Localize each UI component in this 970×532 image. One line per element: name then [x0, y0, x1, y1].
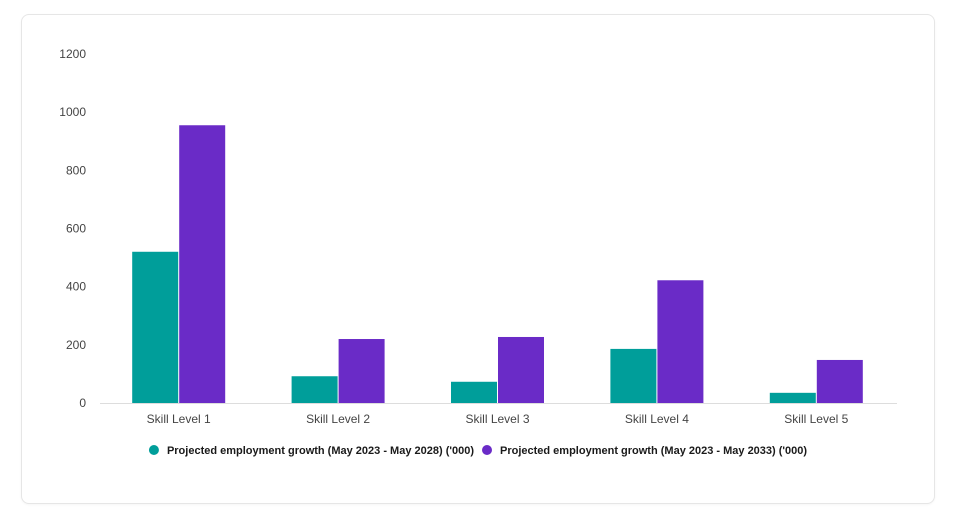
- y-tick-label: 1200: [59, 47, 86, 61]
- y-tick-label: 400: [66, 280, 86, 294]
- legend-item-series-2[interactable]: Projected employment growth (May 2023 - …: [482, 445, 807, 457]
- legend-label: Projected employment growth (May 2023 - …: [500, 445, 807, 457]
- bar-group-skill-level-5: [769, 359, 863, 403]
- y-tick-label: 1000: [59, 105, 86, 119]
- legend-marker: [482, 445, 492, 455]
- bar-series-1[interactable]: [291, 376, 338, 403]
- bar-series-2[interactable]: [498, 336, 544, 403]
- bar-series-1[interactable]: [610, 348, 657, 403]
- y-tick-label: 200: [66, 338, 86, 352]
- y-tick-label: 800: [66, 163, 86, 177]
- x-tick-label: Skill Level 3: [465, 412, 529, 426]
- x-tick-label: Skill Level 5: [784, 412, 848, 426]
- bar-series-1[interactable]: [451, 381, 497, 403]
- y-axis-tick-labels: 0 200 400 600 800 1000 1200: [59, 47, 86, 410]
- bar-group-skill-level-3: [451, 336, 544, 403]
- x-tick-label: Skill Level 2: [306, 412, 370, 426]
- x-tick-label: Skill Level 4: [625, 412, 689, 426]
- y-tick-label: 600: [66, 222, 86, 236]
- legend-marker: [148, 445, 159, 455]
- x-tick-label: Skill Level 1: [147, 412, 211, 426]
- legend-label: Projected employment growth (May 2023 - …: [167, 445, 474, 457]
- bar-series-1[interactable]: [132, 251, 179, 403]
- legend-item-series-1[interactable]: Projected employment growth (May 2023 - …: [148, 445, 474, 457]
- bar-series-2[interactable]: [179, 125, 226, 404]
- bar-group-skill-level-4: [610, 280, 704, 403]
- bar-series-2[interactable]: [657, 280, 704, 403]
- y-tick-label: 0: [79, 396, 86, 410]
- bar-groups: [132, 125, 863, 404]
- legend[interactable]: Projected employment growth (May 2023 - …: [148, 445, 807, 457]
- bar-group-skill-level-2: [291, 339, 385, 403]
- x-axis-tick-labels: Skill Level 1 Skill Level 2 Skill Level 3 S…: [147, 412, 849, 426]
- bar-series-1[interactable]: [769, 392, 816, 403]
- bar-group-skill-level-1: [132, 125, 226, 404]
- bar-series-2[interactable]: [816, 359, 863, 403]
- bar-series-2[interactable]: [338, 339, 385, 403]
